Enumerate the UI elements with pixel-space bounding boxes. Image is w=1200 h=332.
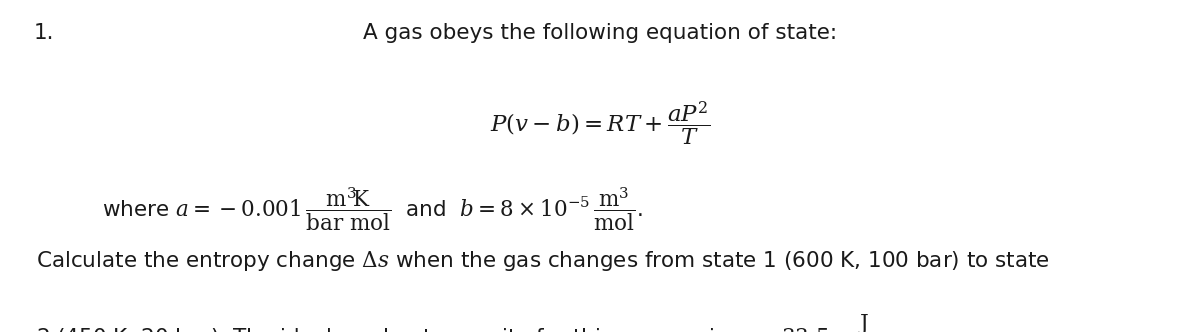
Text: where $a = -0.001\,\dfrac{\mathrm{m^3\!K}}{\mathrm{bar\ mol}}$  and  $b = 8 \tim: where $a = -0.001\,\dfrac{\mathrm{m^3\!K…	[102, 186, 643, 233]
Text: 2 (450 K, 20 bar). The ideal gas heat capacity for this process is $c_P = 33.5\,: 2 (450 K, 20 bar). The ideal gas heat ca…	[36, 312, 905, 332]
Text: $P(v - b) = RT + \dfrac{aP^2}{T}$: $P(v - b) = RT + \dfrac{aP^2}{T}$	[490, 100, 710, 148]
Text: Calculate the entropy change $\Delta s$ when the gas changes from state 1 (600 K: Calculate the entropy change $\Delta s$ …	[36, 249, 1050, 273]
Text: A gas obeys the following equation of state:: A gas obeys the following equation of st…	[362, 23, 838, 43]
Text: 1.: 1.	[34, 23, 54, 43]
